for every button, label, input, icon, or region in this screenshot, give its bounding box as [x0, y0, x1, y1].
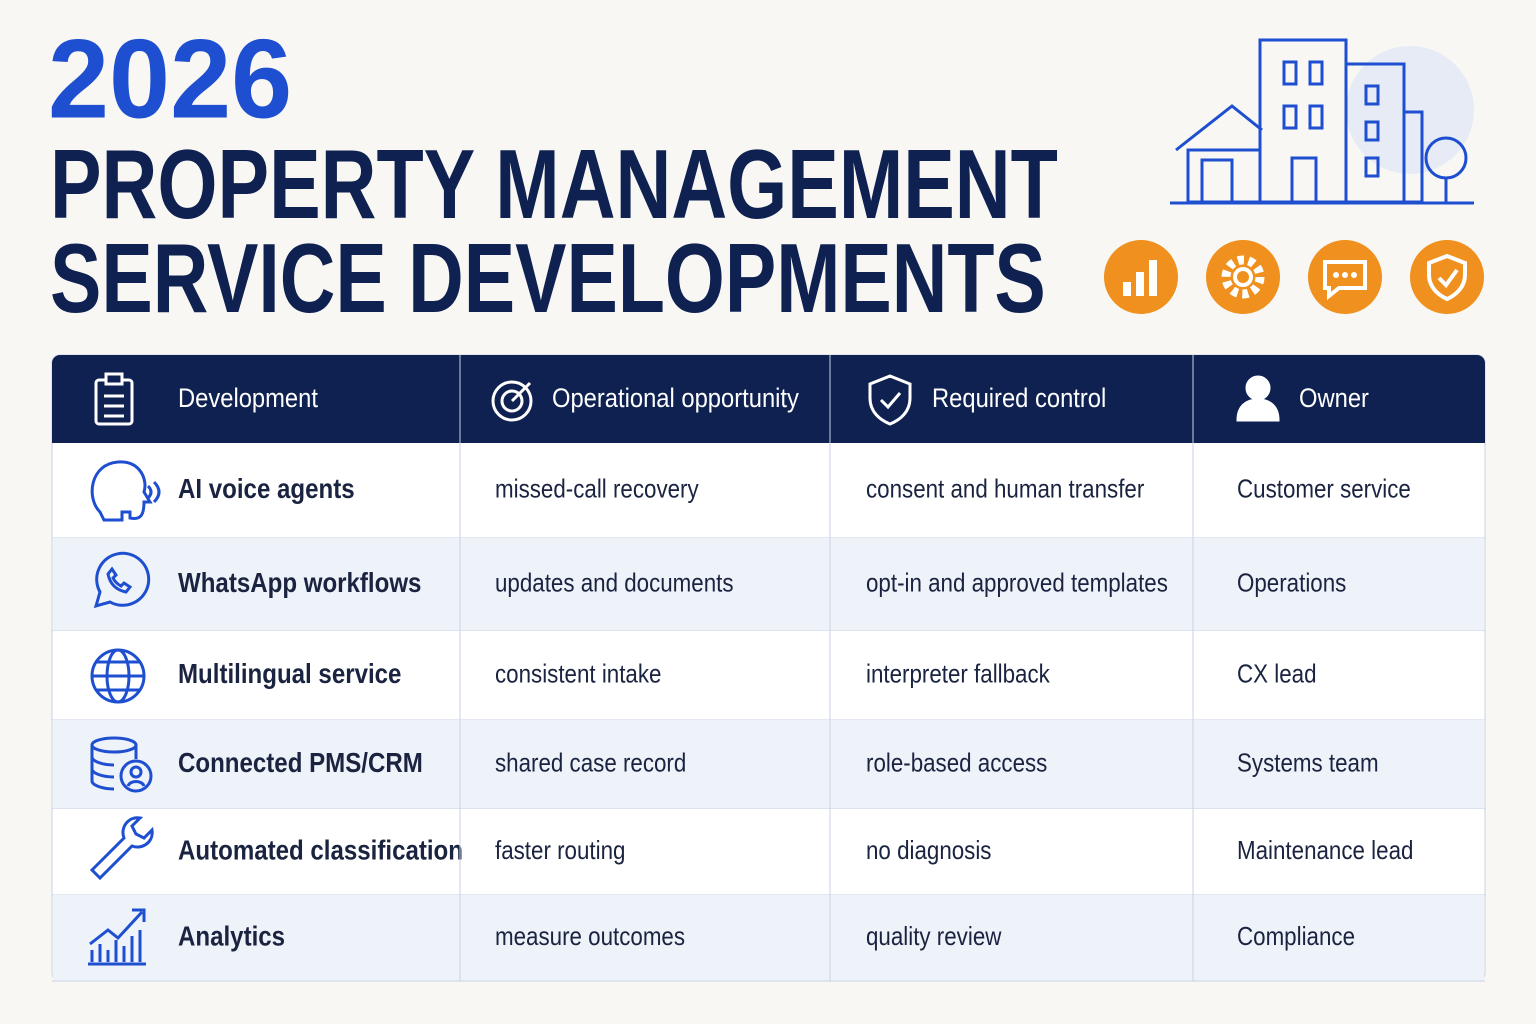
cell-text: Customer service	[1237, 475, 1411, 504]
development-name: Analytics	[178, 920, 285, 952]
cell-text: role-based access	[866, 749, 1047, 778]
building-icon	[1170, 38, 1474, 205]
table-row	[53, 895, 1484, 981]
column-header: Operational opportunity	[552, 384, 799, 414]
cell-text: updates and documents	[495, 569, 734, 598]
title-line: PROPERTY MANAGEMENT	[50, 129, 1058, 239]
development-name: WhatsApp workflows	[178, 566, 421, 598]
cell-text: shared case record	[495, 749, 686, 778]
development-name: AI voice agents	[178, 472, 355, 504]
column-header: Development	[178, 384, 318, 414]
cell-text: interpreter fallback	[866, 660, 1051, 689]
header-icons	[94, 372, 1280, 426]
cell-text: no diagnosis	[866, 836, 991, 865]
table-row	[53, 720, 1484, 809]
cell-text: CX lead	[1237, 660, 1317, 689]
column-header: Required control	[932, 384, 1106, 414]
development-name: Connected PMS/CRM	[178, 746, 423, 778]
table-row	[53, 631, 1484, 720]
development-name: Multilingual service	[178, 657, 401, 689]
table-row	[53, 538, 1484, 631]
table-row	[53, 809, 1484, 895]
cell-text: consent and human transfer	[866, 475, 1144, 504]
table: Development Operational opportunity Requir…	[51, 354, 1486, 982]
title-line: SERVICE DEVELOPMENTS	[50, 223, 1046, 333]
column-header: Owner	[1299, 384, 1369, 414]
cell-text: measure outcomes	[495, 922, 685, 951]
cell-text: Operations	[1237, 569, 1346, 598]
table-row	[53, 443, 1484, 538]
header-row	[52, 355, 1485, 443]
cell-text: Maintenance lead	[1237, 836, 1413, 865]
cell-text: missed-call recovery	[495, 475, 699, 504]
cell-text: faster routing	[495, 836, 625, 865]
cell-text: Systems team	[1237, 749, 1379, 778]
cell-text: consistent intake	[495, 660, 661, 689]
cell-text: quality review	[866, 922, 1002, 951]
cell-text: opt-in and approved templates	[866, 569, 1168, 598]
year: 2026	[48, 18, 292, 142]
row-icons	[88, 460, 161, 966]
cell-text: Compliance	[1237, 922, 1355, 951]
development-name: Automated classification	[178, 834, 463, 866]
feature-icons	[1104, 240, 1484, 314]
